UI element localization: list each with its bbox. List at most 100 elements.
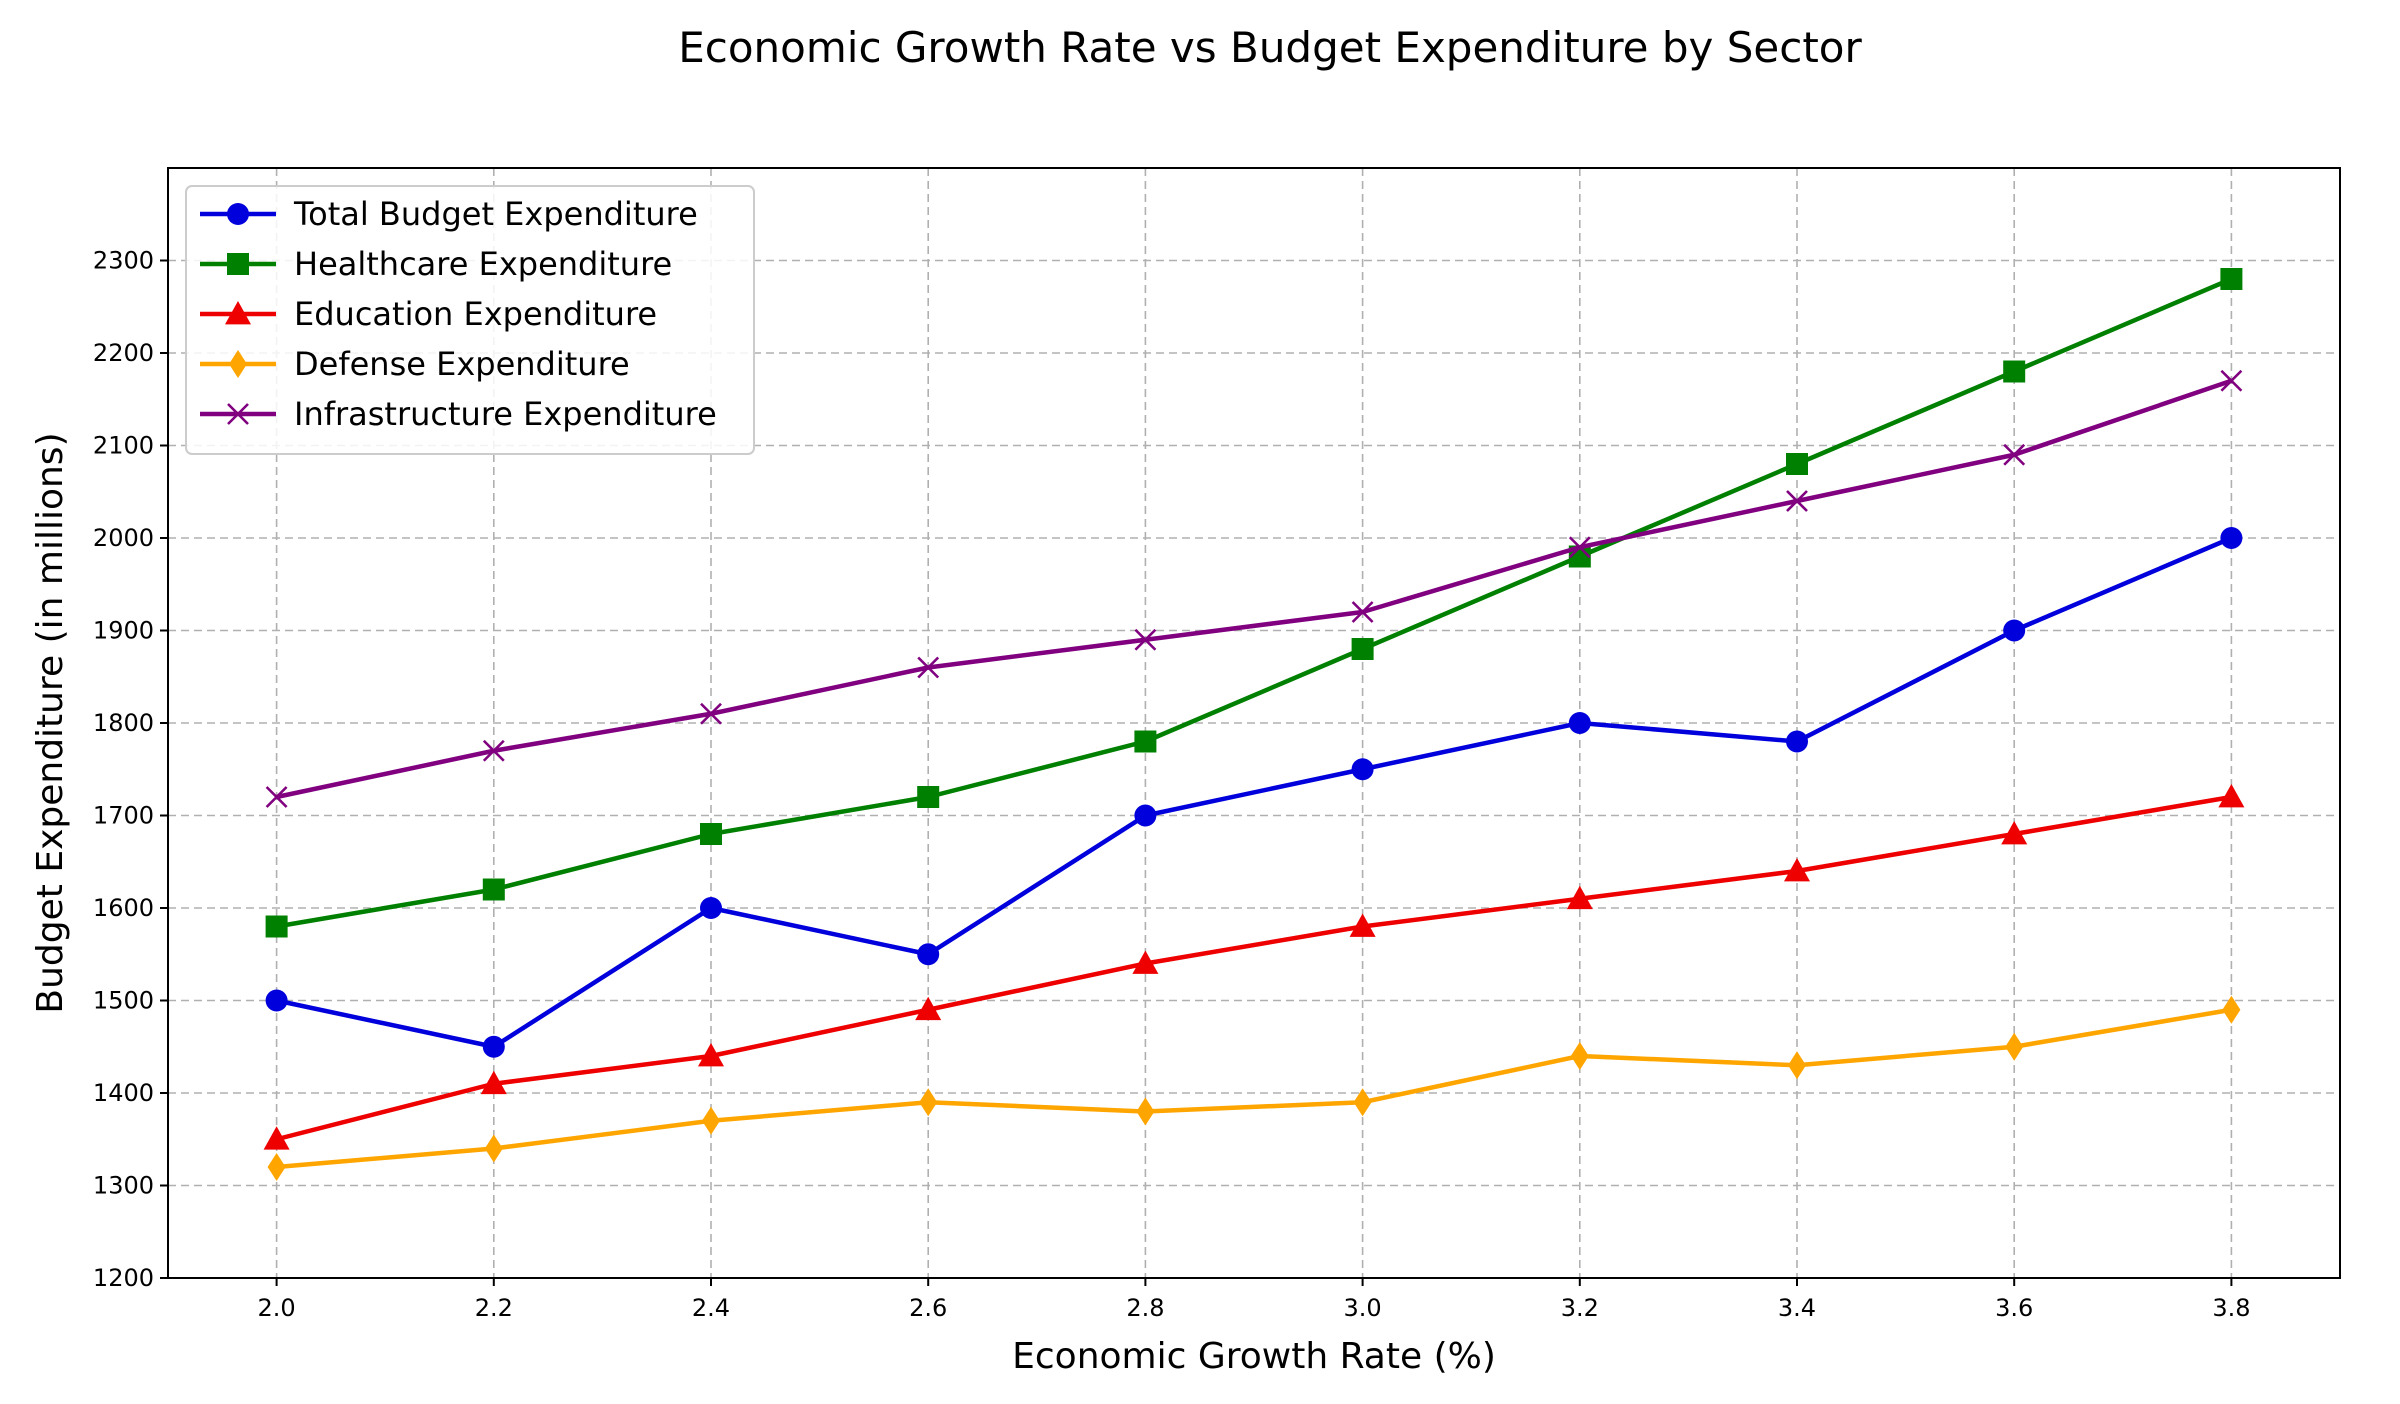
data-point bbox=[915, 996, 942, 1021]
data-point bbox=[482, 1035, 505, 1058]
data-point bbox=[917, 943, 940, 966]
data-point bbox=[2218, 784, 2245, 808]
data-point bbox=[2220, 527, 2243, 549]
data-point bbox=[2003, 619, 2026, 642]
x-tick-label: 2.8 bbox=[1126, 1294, 1164, 1322]
series-3 bbox=[263, 784, 2245, 1150]
data-point bbox=[917, 656, 940, 679]
data-point bbox=[480, 1070, 507, 1095]
data-point bbox=[700, 897, 722, 919]
data-point bbox=[700, 823, 722, 845]
x-tick-label: 3.0 bbox=[1344, 1294, 1382, 1322]
legend-label: Infrastructure Expenditure bbox=[294, 395, 717, 433]
series-line bbox=[276, 378, 2233, 800]
data-point bbox=[1786, 730, 1808, 753]
legend-marker bbox=[227, 253, 249, 275]
data-point bbox=[1351, 638, 1374, 660]
y-tick-label: 2300 bbox=[93, 247, 154, 275]
data-point bbox=[2001, 821, 2028, 845]
series-2 bbox=[265, 268, 2243, 938]
legend-label: Defense Expenditure bbox=[294, 345, 630, 383]
data-point bbox=[2003, 443, 2026, 466]
data-point bbox=[1568, 712, 1591, 734]
data-point bbox=[1786, 453, 1808, 475]
y-tick-label: 1800 bbox=[93, 709, 154, 737]
y-tick-label: 1300 bbox=[93, 1172, 154, 1200]
legend-marker bbox=[227, 403, 249, 425]
grid bbox=[168, 168, 2340, 1279]
y-tick-label: 2200 bbox=[93, 339, 154, 367]
y-axis-label: Budget Expenditure (in millions) bbox=[30, 432, 71, 1013]
data-point bbox=[482, 878, 505, 901]
x-tick-label: 2.6 bbox=[909, 1294, 947, 1322]
data-point bbox=[1132, 950, 1159, 974]
data-point bbox=[1786, 490, 1808, 512]
data-point bbox=[2220, 369, 2243, 392]
y-tick-label: 1700 bbox=[93, 802, 154, 830]
series-5 bbox=[265, 369, 2243, 808]
legend-entry: Infrastructure Expenditure bbox=[200, 395, 717, 433]
data-point bbox=[2003, 360, 2026, 383]
series-line bbox=[276, 1007, 2232, 1170]
x-tick-label: 3.2 bbox=[1561, 1294, 1599, 1322]
series-1 bbox=[265, 527, 2243, 1058]
legend: Total Budget Expenditure Healthcare Expen… bbox=[185, 185, 755, 455]
data-point bbox=[919, 1088, 938, 1117]
x-tick-label: 3.4 bbox=[1778, 1294, 1816, 1322]
legend-marker bbox=[227, 203, 249, 225]
y-tick-label: 2100 bbox=[93, 432, 154, 460]
legend-label: Total Budget Expenditure bbox=[293, 195, 698, 233]
data-point bbox=[1134, 730, 1157, 753]
legend-entry: Defense Expenditure bbox=[200, 345, 630, 383]
data-point bbox=[700, 702, 722, 725]
x-tick-label: 2.4 bbox=[692, 1294, 730, 1322]
series-line bbox=[276, 535, 2233, 1049]
x-tick-label: 2.0 bbox=[258, 1294, 296, 1322]
data-point bbox=[267, 1153, 286, 1181]
legend-entry: Healthcare Expenditure bbox=[200, 245, 672, 283]
x-axis-label: Economic Growth Rate (%) bbox=[1012, 1336, 1496, 1377]
legend-entry: Education Expenditure bbox=[200, 295, 657, 333]
data-point bbox=[265, 786, 288, 808]
ticks: 2.0 2.2 2.4 2.6 2.8 3.0 3.2 3.4 3.6 3.8 1200 1300 14… bbox=[93, 247, 2251, 1323]
data-point bbox=[484, 1134, 503, 1163]
legend-marker bbox=[225, 301, 251, 325]
y-tick-label: 2000 bbox=[93, 524, 154, 552]
data-point bbox=[917, 786, 940, 808]
data-point bbox=[2220, 268, 2243, 290]
series-line bbox=[276, 794, 2232, 1142]
data-point bbox=[263, 1126, 290, 1150]
data-point bbox=[265, 989, 288, 1012]
data-point bbox=[1349, 913, 1376, 937]
chart-title: Economic Growth Rate vs Budget Expenditu… bbox=[678, 23, 1862, 72]
legend-marker bbox=[229, 350, 247, 378]
series-4 bbox=[267, 995, 2241, 1181]
data-point bbox=[482, 739, 505, 762]
y-tick-label: 1200 bbox=[93, 1264, 154, 1292]
legend-frame bbox=[185, 185, 755, 455]
data-point bbox=[1566, 885, 1593, 910]
data-point bbox=[265, 915, 288, 938]
y-tick-label: 1900 bbox=[93, 617, 154, 645]
data-point bbox=[1353, 1088, 1372, 1117]
legend-entry: Total Budget Expenditure bbox=[200, 195, 698, 233]
series-line bbox=[276, 276, 2233, 929]
legend-label: Healthcare Expenditure bbox=[294, 245, 672, 283]
data-point bbox=[1136, 1097, 1155, 1126]
x-tick-label: 3.8 bbox=[2212, 1294, 2250, 1322]
data-point bbox=[2222, 995, 2241, 1024]
data-point bbox=[1568, 536, 1591, 559]
data-point bbox=[1351, 758, 1374, 781]
x-tick-label: 3.6 bbox=[1995, 1294, 2033, 1322]
data-point bbox=[1134, 804, 1157, 827]
data-point bbox=[2005, 1032, 2024, 1061]
data-point bbox=[1351, 601, 1374, 623]
data-point bbox=[702, 1106, 720, 1135]
y-tick-label: 1600 bbox=[93, 894, 154, 922]
data-point bbox=[1570, 1042, 1589, 1070]
legend-label: Education Expenditure bbox=[294, 295, 657, 333]
data-point bbox=[1788, 1051, 1806, 1080]
series-layer bbox=[263, 268, 2245, 1181]
